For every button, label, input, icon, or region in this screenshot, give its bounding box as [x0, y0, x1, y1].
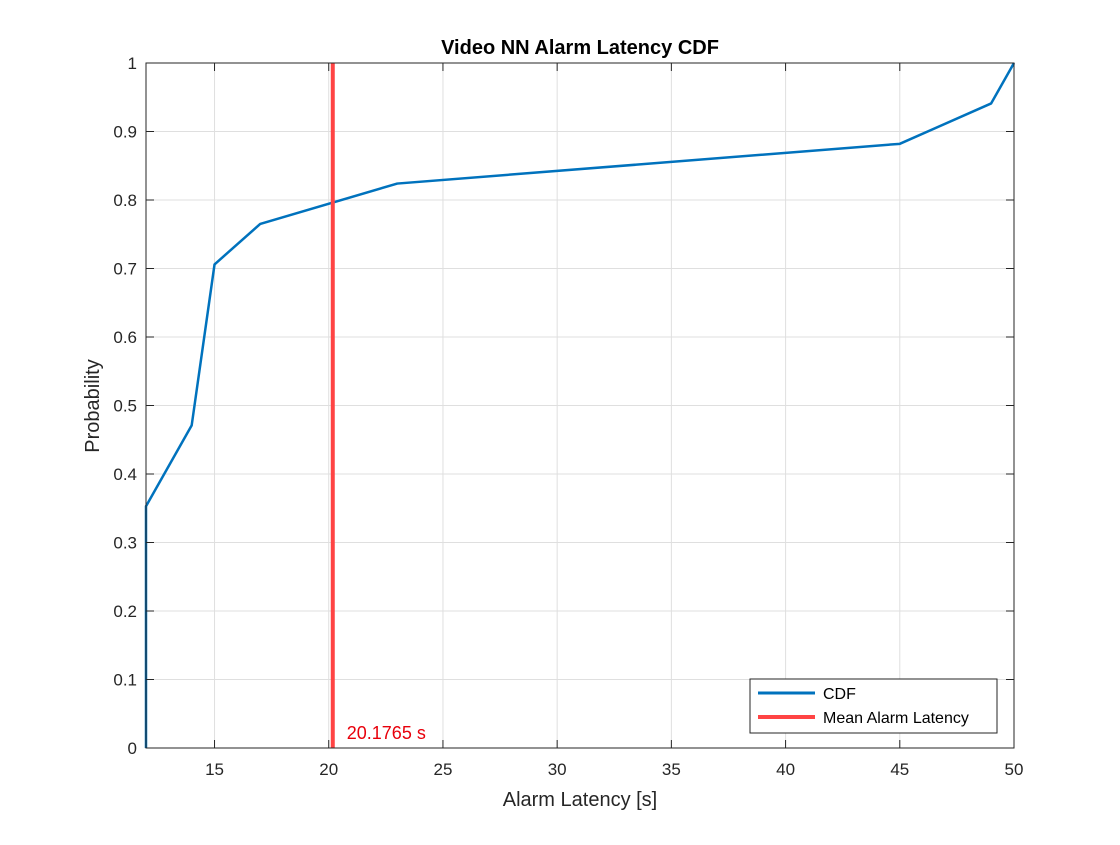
x-axis-label: Alarm Latency [s] — [503, 789, 658, 811]
y-tick-label-3: 0.3 — [113, 534, 137, 553]
legend-label-mean: Mean Alarm Latency — [823, 710, 969, 727]
x-tick-label-5: 40 — [776, 760, 795, 779]
y-tick-label-10: 1 — [128, 54, 137, 73]
legend: CDF Mean Alarm Latency — [749, 678, 998, 734]
legend-label-cdf: CDF — [823, 686, 856, 703]
y-tick-label-8: 0.8 — [113, 191, 137, 210]
x-tick-label-0: 15 — [205, 760, 224, 779]
x-tick-label-4: 35 — [662, 760, 681, 779]
y-tick-label-5: 0.5 — [113, 397, 137, 416]
y-tick-label-4: 0.4 — [113, 465, 137, 484]
x-tick-label-2: 25 — [433, 760, 452, 779]
y-tick-label-1: 0.1 — [113, 671, 137, 690]
x-tick-label-6: 45 — [890, 760, 909, 779]
y-tick-label-0: 0 — [128, 739, 137, 758]
cdf-series-line — [144, 62, 1016, 748]
x-tick-label-3: 30 — [548, 760, 567, 779]
label-layer: Video NN Alarm Latency CDF Alarm Latency… — [82, 37, 1023, 811]
y-tick-label-7: 0.7 — [113, 260, 137, 279]
chart-title: Video NN Alarm Latency CDF — [441, 37, 719, 59]
legend-box — [749, 678, 998, 734]
y-tick-label-6: 0.6 — [113, 328, 137, 347]
y-tick-label-2: 0.2 — [113, 602, 137, 621]
plot-layer — [144, 62, 1016, 748]
x-tick-label-1: 20 — [319, 760, 338, 779]
x-tick-label-7: 50 — [1005, 760, 1024, 779]
grid-layer — [146, 62, 1015, 749]
y-tick-label-9: 0.9 — [113, 123, 137, 142]
axes-layer — [145, 62, 1015, 749]
mean-latency-annotation: 20.1765 s — [347, 723, 426, 743]
y-axis-label: Probability — [82, 359, 104, 452]
